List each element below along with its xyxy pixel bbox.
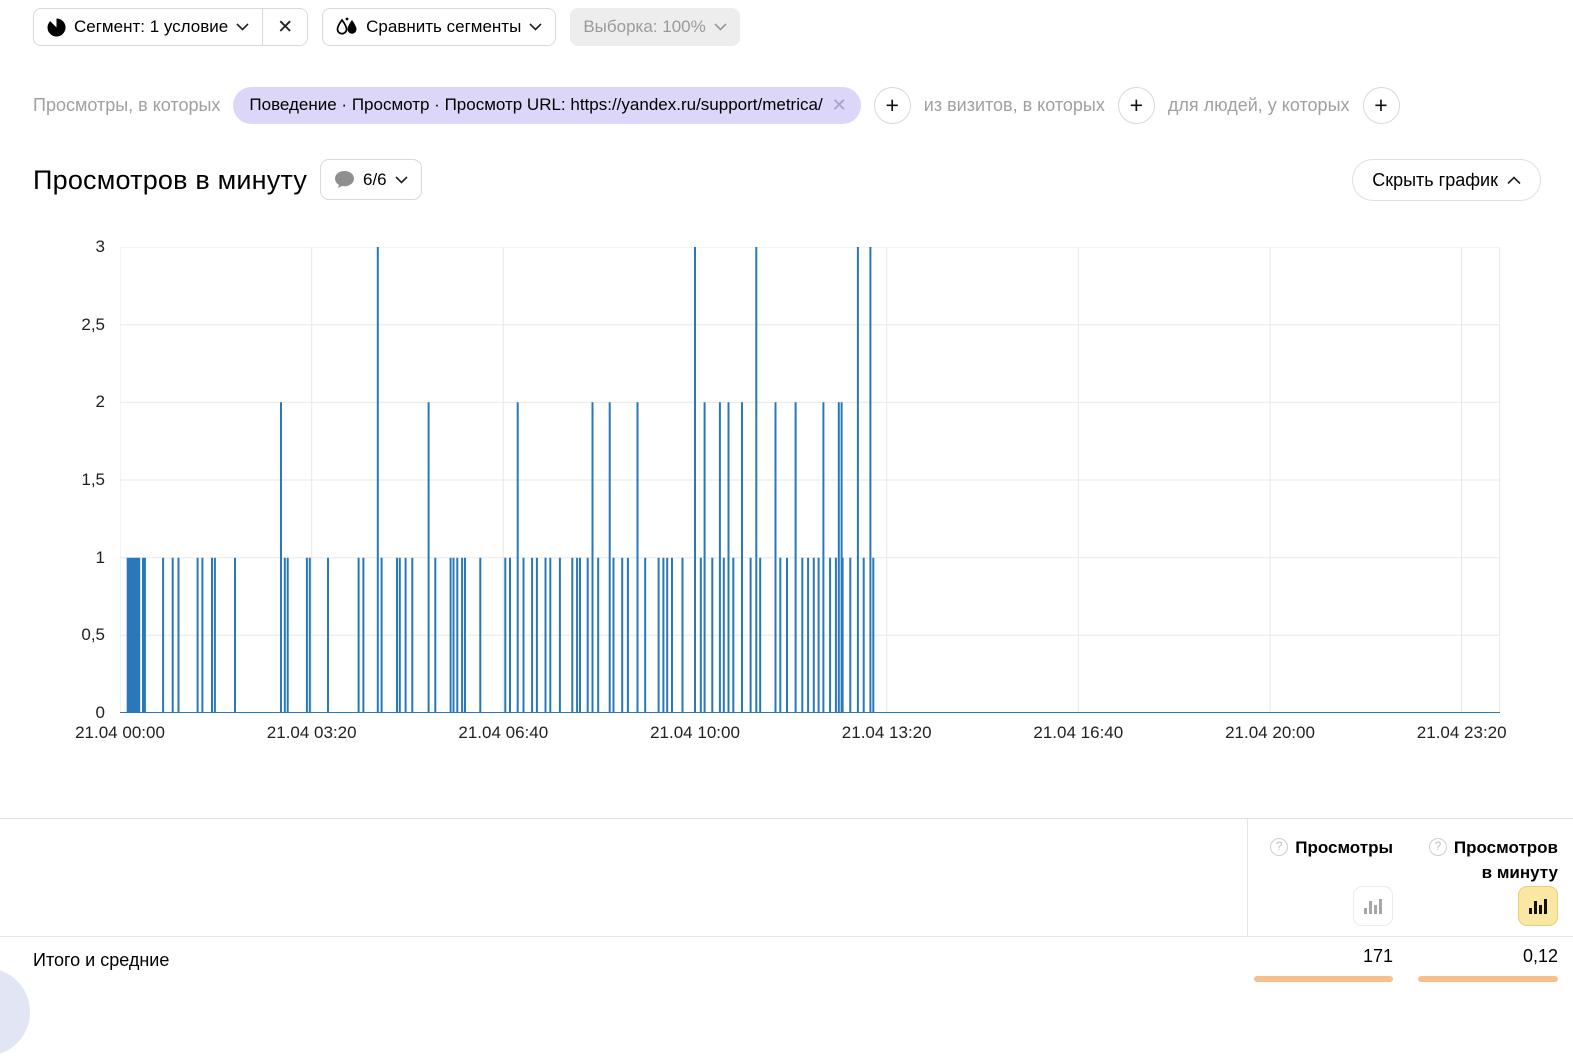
- views-per-minute-column: ? Просмотров в минуту 0,12: [1418, 818, 1558, 997]
- table-column-divider: [1247, 819, 1248, 936]
- totals-views-value: 171: [1362, 946, 1393, 966]
- segment-button-group: Сегмент: 1 условие ✕: [33, 8, 309, 46]
- views-per-minute-chart[interactable]: [120, 247, 1500, 713]
- segment-dropdown-label: Сегмент: 1 условие: [74, 17, 229, 36]
- filter-condition-text: Поведение · Просмотр · Просмотр URL: htt…: [249, 95, 823, 114]
- pie-chart-icon: [47, 17, 66, 37]
- views-per-minute-series-line: [120, 247, 1500, 713]
- comment-bubble-icon: [334, 170, 355, 189]
- views-column: ? Просмотры 171: [1254, 818, 1393, 997]
- drops-icon: [336, 17, 358, 37]
- chart-gridlines: [120, 247, 1500, 713]
- chevron-up-icon: [1507, 175, 1521, 185]
- segments-toolbar: Сегмент: 1 условие ✕ Сравнить сегменты В…: [33, 8, 740, 46]
- views-per-minute-value-bar: [1418, 976, 1558, 982]
- compare-segments-button[interactable]: Сравнить сегменты: [322, 8, 557, 46]
- y-axis-tick-label: 1: [95, 547, 105, 567]
- x-axis-tick-label: 21.04 10:00: [650, 723, 740, 742]
- segment-dropdown-button[interactable]: Сегмент: 1 условие: [34, 9, 262, 45]
- y-axis-tick-label: 3: [95, 237, 105, 256]
- x-axis-tick-label: 21.04 03:20: [266, 723, 357, 742]
- sampling-label: Выборка: 100%: [583, 17, 706, 36]
- help-question-icon[interactable]: ?: [1270, 838, 1289, 856]
- chevron-down-icon: [395, 175, 408, 184]
- compare-segments-label: Сравнить сегменты: [366, 17, 522, 36]
- people-scope-label: для людей, у которых: [1167, 94, 1350, 115]
- views-chart-toggle-button[interactable]: [1353, 886, 1393, 926]
- floating-widget-corner[interactable]: [0, 968, 30, 1056]
- hide-chart-button[interactable]: Скрыть график: [1352, 159, 1541, 201]
- totals-row-divider: [0, 936, 1573, 937]
- filter-condition-chip[interactable]: Поведение · Просмотр · Просмотр URL: htt…: [233, 86, 861, 124]
- views-value-bar: [1254, 976, 1393, 982]
- views-scope-label: Просмотры, в которых: [33, 94, 221, 115]
- chart-title: Просмотров в минуту: [33, 165, 308, 195]
- x-axis-tick-label: 21.04 13:20: [841, 723, 932, 742]
- views-per-minute-column-title: Просмотров в минуту: [1453, 838, 1558, 882]
- x-axis-tick-label: 21.04 23:20: [1416, 723, 1507, 742]
- chevron-down-icon: [236, 23, 249, 31]
- x-axis-tick-label: 21.04 00:00: [75, 723, 165, 742]
- y-axis-tick-label: 2,5: [81, 314, 105, 334]
- chip-close-icon[interactable]: ✕: [831, 94, 847, 115]
- plus-icon: +: [1129, 91, 1144, 118]
- chevron-down-icon: [714, 23, 727, 31]
- add-visits-condition-button[interactable]: +: [1117, 86, 1155, 124]
- y-axis-tick-label: 0: [95, 703, 105, 722]
- plus-icon: +: [1374, 91, 1388, 118]
- y-axis-tick-label: 2: [95, 392, 105, 412]
- close-icon: ✕: [277, 16, 294, 38]
- y-axis-tick-label: 0,5: [81, 625, 105, 645]
- bar-chart-icon: [1364, 898, 1382, 914]
- x-axis-tick-label: 21.04 06:40: [458, 723, 549, 742]
- x-axis-tick-label: 21.04 20:00: [1225, 723, 1315, 742]
- views-per-minute-column-header[interactable]: ? Просмотров в минуту: [1428, 835, 1558, 885]
- add-views-condition-button[interactable]: +: [873, 86, 911, 124]
- x-axis-tick-label: 21.04 16:40: [1033, 723, 1124, 742]
- totals-views-per-minute-value: 0,12: [1522, 946, 1558, 966]
- sampling-button[interactable]: Выборка: 100%: [570, 8, 740, 46]
- table-top-border: [0, 818, 1573, 819]
- help-question-icon[interactable]: ?: [1428, 838, 1447, 856]
- chevron-down-icon: [529, 23, 542, 31]
- bar-chart-icon: [1529, 898, 1547, 914]
- plus-icon: +: [885, 91, 899, 118]
- totals-row-label: Итого и средние: [33, 950, 170, 970]
- hide-chart-label: Скрыть график: [1372, 169, 1498, 190]
- views-per-minute-chart-toggle-button[interactable]: [1518, 886, 1558, 926]
- segment-clear-button[interactable]: ✕: [263, 9, 307, 45]
- filter-row: Просмотры, в которых Поведение · Просмот…: [33, 86, 1573, 124]
- visits-scope-label: из визитов, в которых: [923, 94, 1105, 115]
- comments-count: 6/6: [363, 169, 387, 189]
- comments-dropdown-button[interactable]: 6/6: [320, 159, 422, 200]
- views-column-title: Просмотры: [1295, 838, 1393, 857]
- views-column-header[interactable]: ? Просмотры: [1270, 835, 1393, 860]
- button-divider: [262, 9, 264, 45]
- y-axis-tick-label: 1,5: [81, 470, 105, 489]
- metrica-report-page: Сегмент: 1 условие ✕ Сравнить сегменты В…: [0, 8, 1573, 1056]
- add-people-condition-button[interactable]: +: [1362, 86, 1400, 124]
